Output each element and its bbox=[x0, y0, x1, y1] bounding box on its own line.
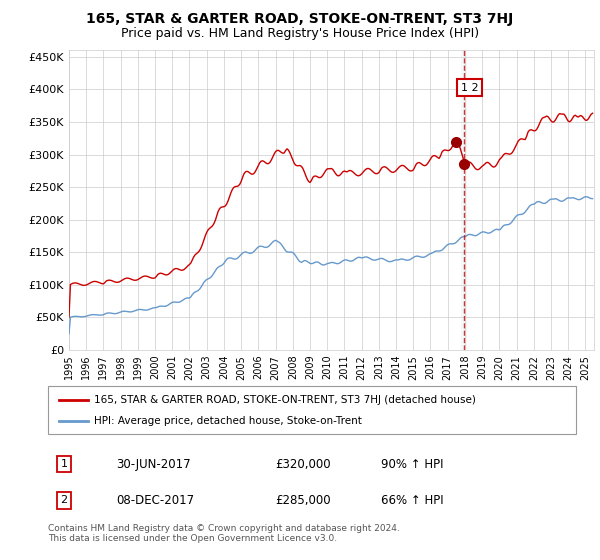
Bar bbox=[461, 50, 466, 350]
Text: 66% ↑ HPI: 66% ↑ HPI bbox=[380, 494, 443, 507]
Text: 90% ↑ HPI: 90% ↑ HPI bbox=[380, 458, 443, 470]
Text: £320,000: £320,000 bbox=[275, 458, 331, 470]
Text: 1 2: 1 2 bbox=[461, 82, 478, 92]
Text: £285,000: £285,000 bbox=[275, 494, 331, 507]
FancyBboxPatch shape bbox=[48, 386, 576, 434]
Text: HPI: Average price, detached house, Stoke-on-Trent: HPI: Average price, detached house, Stok… bbox=[94, 416, 362, 426]
Text: 1: 1 bbox=[61, 459, 67, 469]
Text: 2: 2 bbox=[60, 496, 67, 506]
Text: Contains HM Land Registry data © Crown copyright and database right 2024.
This d: Contains HM Land Registry data © Crown c… bbox=[48, 524, 400, 543]
Text: 165, STAR & GARTER ROAD, STOKE-ON-TRENT, ST3 7HJ: 165, STAR & GARTER ROAD, STOKE-ON-TRENT,… bbox=[86, 12, 514, 26]
Text: Price paid vs. HM Land Registry's House Price Index (HPI): Price paid vs. HM Land Registry's House … bbox=[121, 27, 479, 40]
Text: 165, STAR & GARTER ROAD, STOKE-ON-TRENT, ST3 7HJ (detached house): 165, STAR & GARTER ROAD, STOKE-ON-TRENT,… bbox=[94, 395, 476, 405]
Text: 08-DEC-2017: 08-DEC-2017 bbox=[116, 494, 195, 507]
Text: 30-JUN-2017: 30-JUN-2017 bbox=[116, 458, 191, 470]
